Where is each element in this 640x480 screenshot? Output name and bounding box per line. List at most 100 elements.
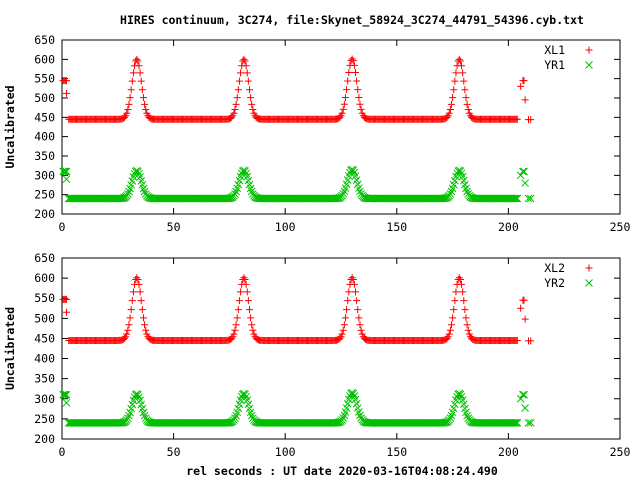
data-point	[513, 419, 522, 427]
y-tick-label: 600	[34, 52, 55, 66]
data-point	[341, 314, 349, 322]
data-point	[240, 55, 248, 63]
chart-title: HIRES continuum, 3C274, file:Skynet_5892…	[120, 13, 584, 28]
data-point	[462, 94, 470, 102]
data-point	[352, 69, 360, 77]
data-point	[450, 86, 458, 94]
data-point	[232, 321, 240, 329]
data-point	[513, 194, 522, 203]
data-point	[445, 330, 453, 338]
y-tick-label: 550	[34, 72, 55, 86]
data-point	[521, 179, 529, 187]
data-point	[356, 187, 364, 196]
data-point	[520, 77, 528, 85]
data-point	[513, 115, 521, 123]
x-tick-label: 150	[386, 445, 407, 459]
data-point	[244, 297, 252, 305]
data-point	[244, 77, 252, 85]
data-point	[345, 288, 353, 296]
data-point	[450, 306, 458, 314]
y-tick-label: 400	[34, 352, 55, 366]
data-point	[348, 274, 356, 282]
data-point	[245, 306, 253, 314]
data-point	[249, 326, 257, 334]
data-point	[241, 167, 249, 175]
data-point	[341, 94, 349, 102]
data-point	[124, 105, 132, 113]
data-point	[123, 109, 131, 117]
data-point	[520, 390, 528, 399]
data-point	[455, 55, 463, 63]
data-point	[234, 86, 242, 94]
data-point	[353, 77, 361, 85]
data-point	[526, 194, 535, 203]
data-point	[120, 334, 128, 342]
data-point	[449, 94, 457, 102]
data-point	[237, 69, 245, 77]
data-point	[228, 334, 236, 342]
data-point	[125, 100, 133, 108]
data-point	[512, 194, 521, 203]
data-point	[235, 77, 243, 85]
data-point	[125, 321, 133, 329]
data-point	[459, 288, 467, 296]
data-point	[354, 86, 362, 94]
data-point	[123, 190, 132, 198]
data-point	[133, 274, 141, 282]
data-point	[353, 297, 361, 305]
data-point	[231, 414, 239, 422]
y-tick-label: 550	[34, 291, 55, 305]
data-point	[228, 113, 236, 121]
data-point	[247, 187, 256, 196]
data-point	[62, 175, 71, 184]
data-point	[445, 416, 454, 424]
plot-frame	[61, 257, 621, 440]
data-point	[510, 194, 518, 203]
data-point	[527, 337, 535, 345]
data-point	[527, 116, 535, 124]
data-point	[339, 414, 348, 422]
data-point	[331, 419, 340, 427]
data-point	[243, 69, 251, 77]
data-point	[133, 55, 141, 63]
legend-marker	[585, 264, 593, 272]
data-point	[126, 94, 134, 102]
y-axis-label: Uncalibrated	[3, 307, 17, 390]
data-point	[249, 105, 257, 113]
y-tick-label: 250	[34, 412, 55, 426]
data-point	[451, 297, 459, 305]
data-point	[463, 100, 471, 108]
data-point	[230, 330, 238, 338]
data-point	[461, 306, 469, 314]
data-point	[340, 321, 348, 329]
data-point	[123, 414, 132, 423]
data-point	[136, 288, 144, 296]
data-point	[62, 398, 71, 407]
data-point	[62, 390, 71, 399]
data-point	[134, 390, 142, 399]
x-tick-label: 150	[386, 220, 407, 234]
data-point	[232, 100, 240, 108]
data-point	[243, 288, 251, 296]
plot-frame	[61, 39, 621, 215]
series-xl2	[59, 274, 535, 345]
data-point	[520, 296, 528, 304]
y-tick-label: 300	[34, 392, 55, 406]
data-point	[526, 419, 535, 427]
data-point	[349, 57, 357, 65]
data-point	[524, 194, 533, 203]
data-point	[124, 326, 132, 334]
bottom-panel: 0 50 100 150 200 250 200 250 300 350 400 450 500 550 6…	[3, 251, 630, 459]
data-point	[138, 306, 146, 314]
data-point	[142, 105, 150, 113]
data-point	[464, 326, 472, 334]
data-point	[517, 82, 525, 90]
data-point	[511, 194, 519, 203]
data-point	[245, 86, 253, 94]
data-point	[342, 404, 351, 412]
data-point	[350, 280, 358, 288]
data-point	[241, 275, 249, 283]
data-point	[248, 100, 256, 108]
data-point	[233, 94, 241, 102]
